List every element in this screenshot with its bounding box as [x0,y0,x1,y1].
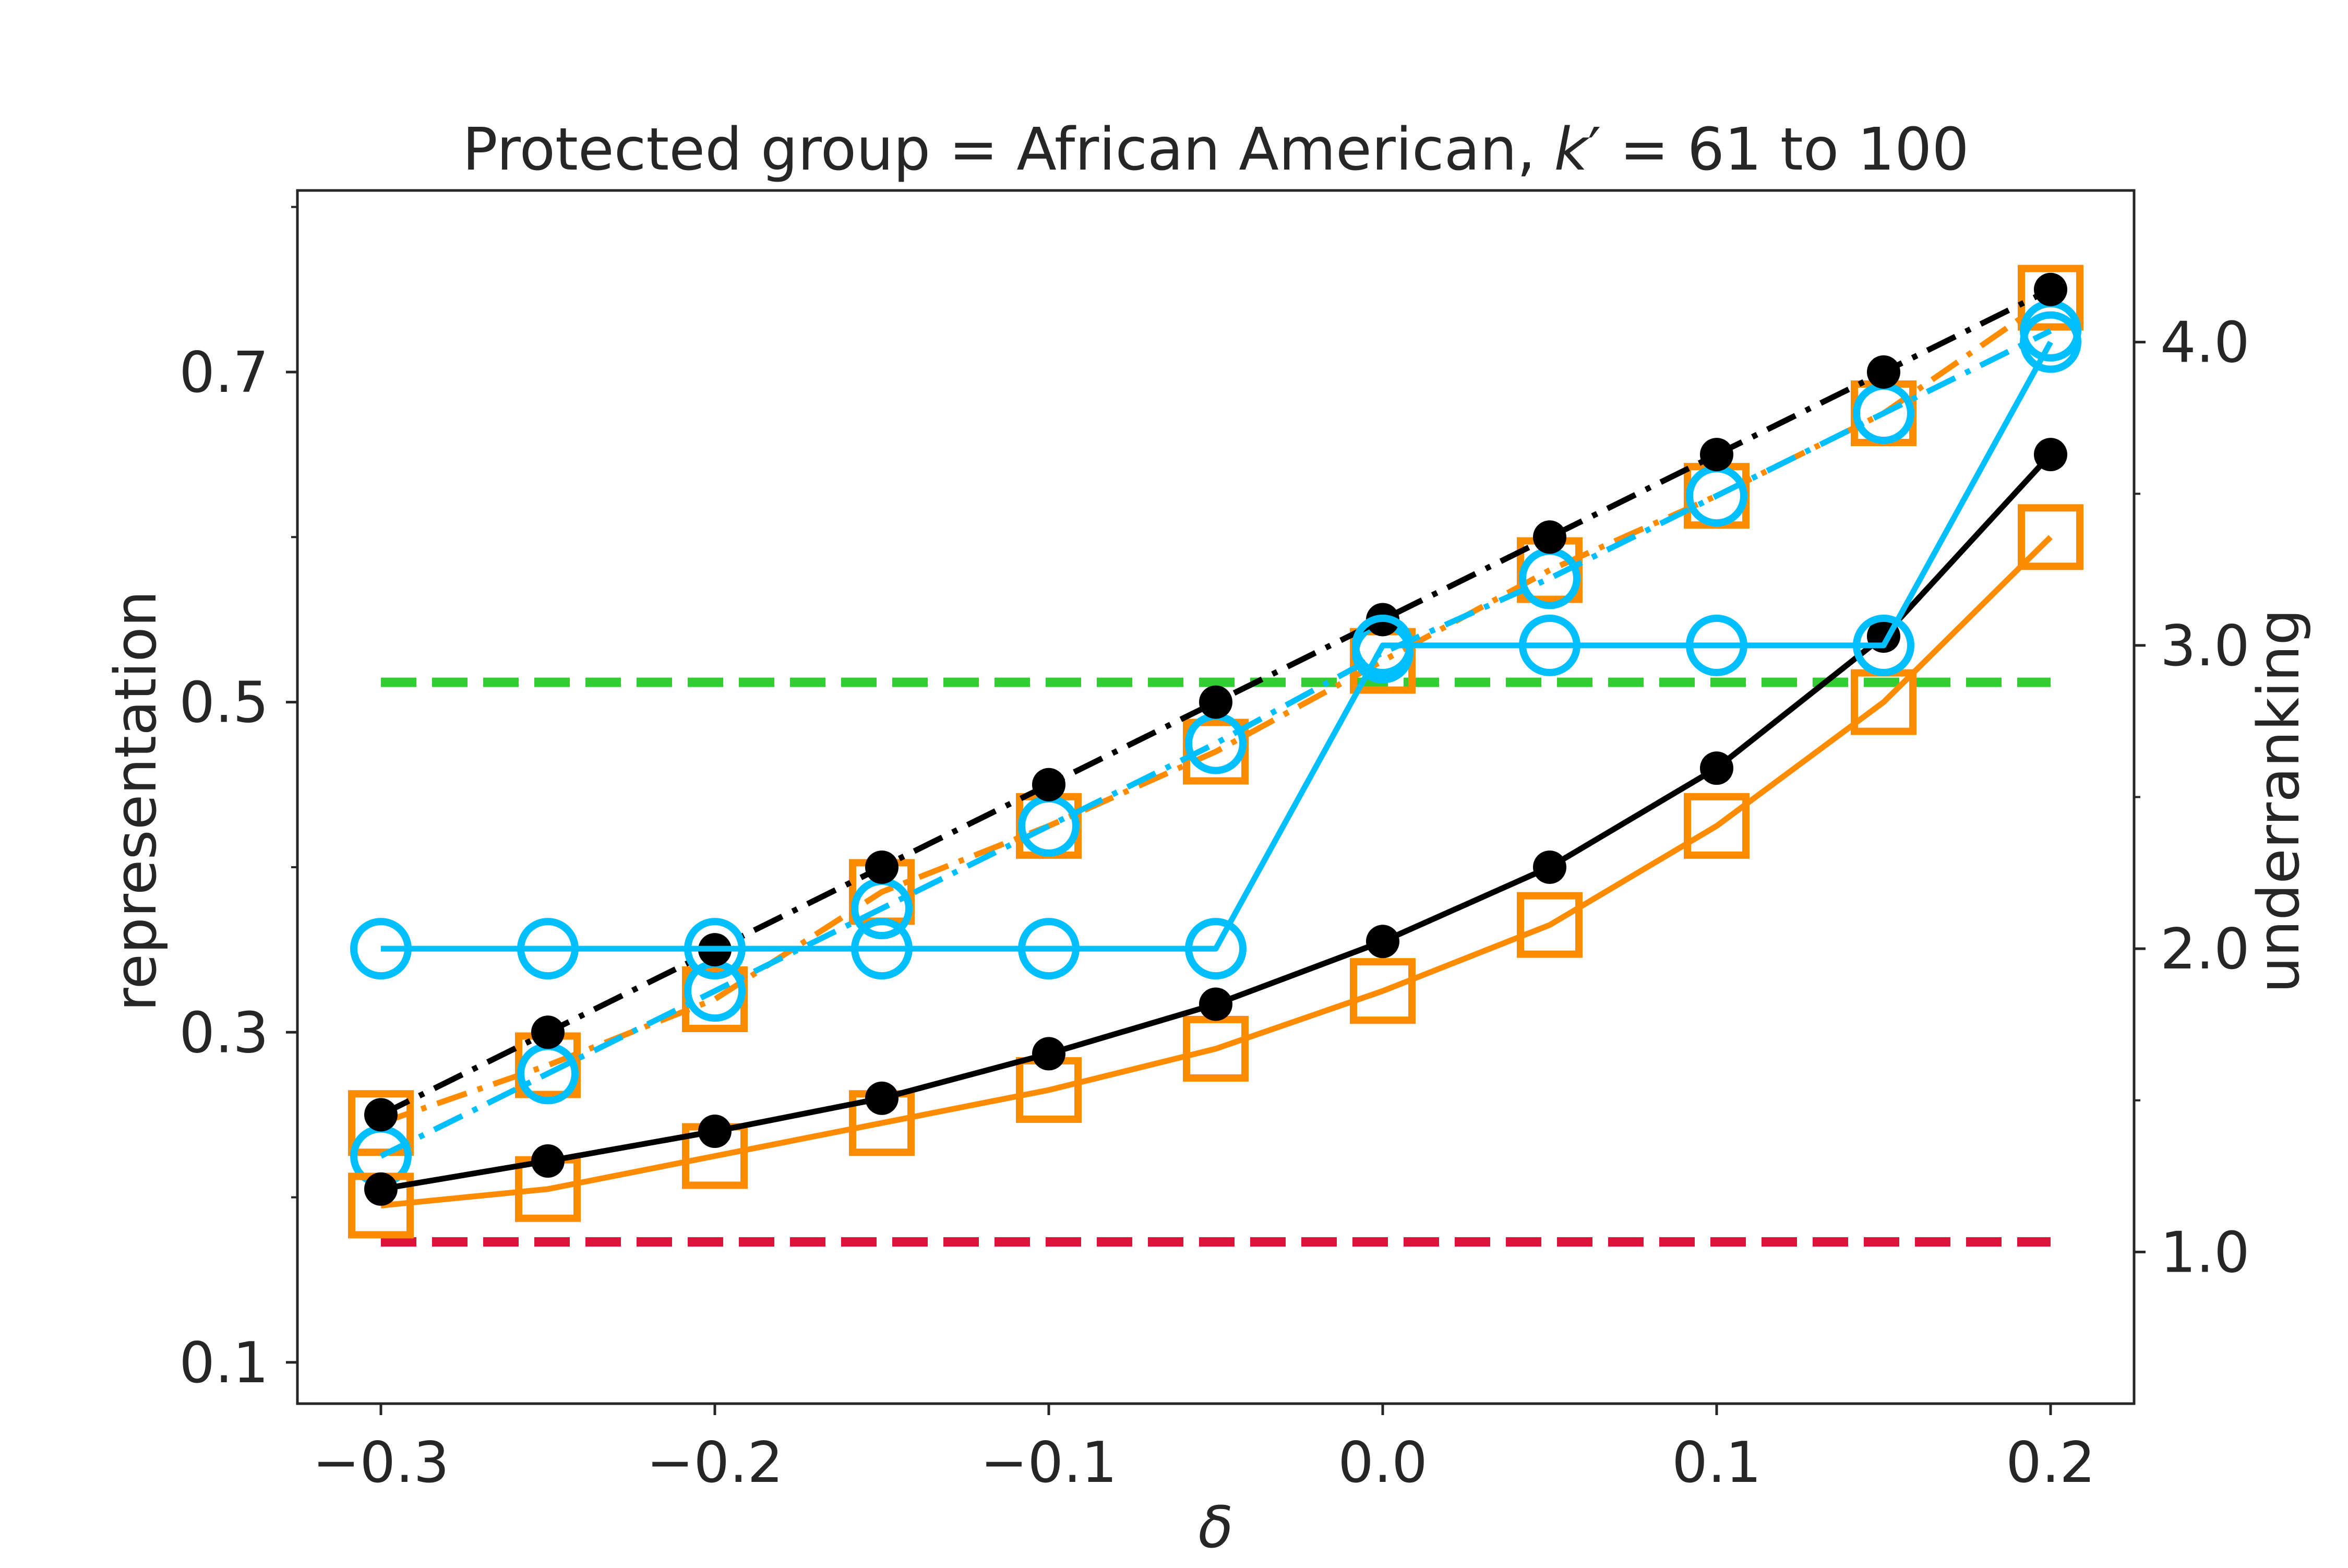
chart-title-prime: ′ [1588,116,1601,184]
series-point [1533,850,1566,884]
series-point [684,918,746,980]
series-point [350,918,412,980]
x-tick-label: −0.3 [313,1430,449,1495]
series-point [865,850,899,884]
series-point [1533,520,1566,554]
x-tick-label: 0.1 [1672,1430,1762,1495]
series-point [1018,918,1080,980]
series-point [364,1172,398,1206]
x-tick-label: 0.0 [1338,1430,1428,1495]
series-point [1032,768,1065,801]
x-axis-label: δ [1198,1494,1233,1561]
series-point [1032,1037,1065,1071]
series-point [1199,685,1232,719]
series-point [2034,438,2067,472]
series-point [1700,438,1733,472]
x-tick-label: −0.2 [646,1430,783,1495]
chart-title: Protected group = African American, k′ =… [462,116,1969,184]
series-point [1686,614,1747,676]
series [348,504,2083,1239]
y-tick-label: 0.1 [179,1331,269,1396]
y-axis-label: representation [102,591,169,1012]
series-point [1366,925,1399,959]
chart-title-prefix: Protected group = African American, [462,116,1554,184]
series [364,438,2067,1206]
series-point [1519,614,1580,676]
series-point [531,1015,565,1049]
series-point [851,918,913,980]
series-point [2034,272,2067,306]
series-point [1352,614,1413,676]
series-line [380,295,2053,1126]
series-point [865,1081,899,1115]
series [350,311,2081,980]
series-point [1517,892,1583,958]
y-tick-label: 0.3 [179,1000,269,1066]
series-point [1684,793,1750,859]
series-point [1867,355,1900,389]
series-point [531,1144,565,1178]
y2-axis-label: underranking [2245,609,2312,993]
chart-title-var: k [1554,116,1590,184]
series-point [1700,751,1733,785]
y-tick-label: 0.7 [179,340,269,405]
series-point [2020,311,2081,373]
series-point [517,918,579,980]
series [364,272,2067,1132]
series-point [1185,918,1247,980]
series-point [2018,265,2083,331]
x-tick-label: −0.1 [980,1430,1117,1495]
reference-lines [381,677,2051,1247]
y-tick-label: 0.5 [179,671,269,736]
plot-frame [296,189,2136,1405]
series-point [348,1090,414,1156]
series-point [1199,987,1232,1021]
x-tick-label: 0.2 [2006,1430,2095,1495]
y2-tick-label: 1.0 [2160,1220,2250,1285]
series-line [379,286,2052,1118]
series-line [380,535,2053,1208]
series-point [2018,504,2083,570]
y2-tick-label: 4.0 [2160,310,2250,376]
y2-tick-label: 3.0 [2160,614,2250,679]
series-point [364,1098,398,1132]
series-point [1853,614,1914,676]
series-layer [348,265,2083,1239]
series-point [1350,958,1416,1024]
chart-title-suffix: = 61 to 100 [1601,116,1969,184]
y2-tick-label: 2.0 [2160,917,2250,982]
series-point [698,1115,732,1148]
series-line [379,328,2052,1159]
series-line [381,340,2053,952]
ticks-layer: −0.3 −0.2 −0.1 0.0 0.1 0.2 0.1 0.3 0.5 0.7 1.0 2.0 3… [179,206,2250,1495]
